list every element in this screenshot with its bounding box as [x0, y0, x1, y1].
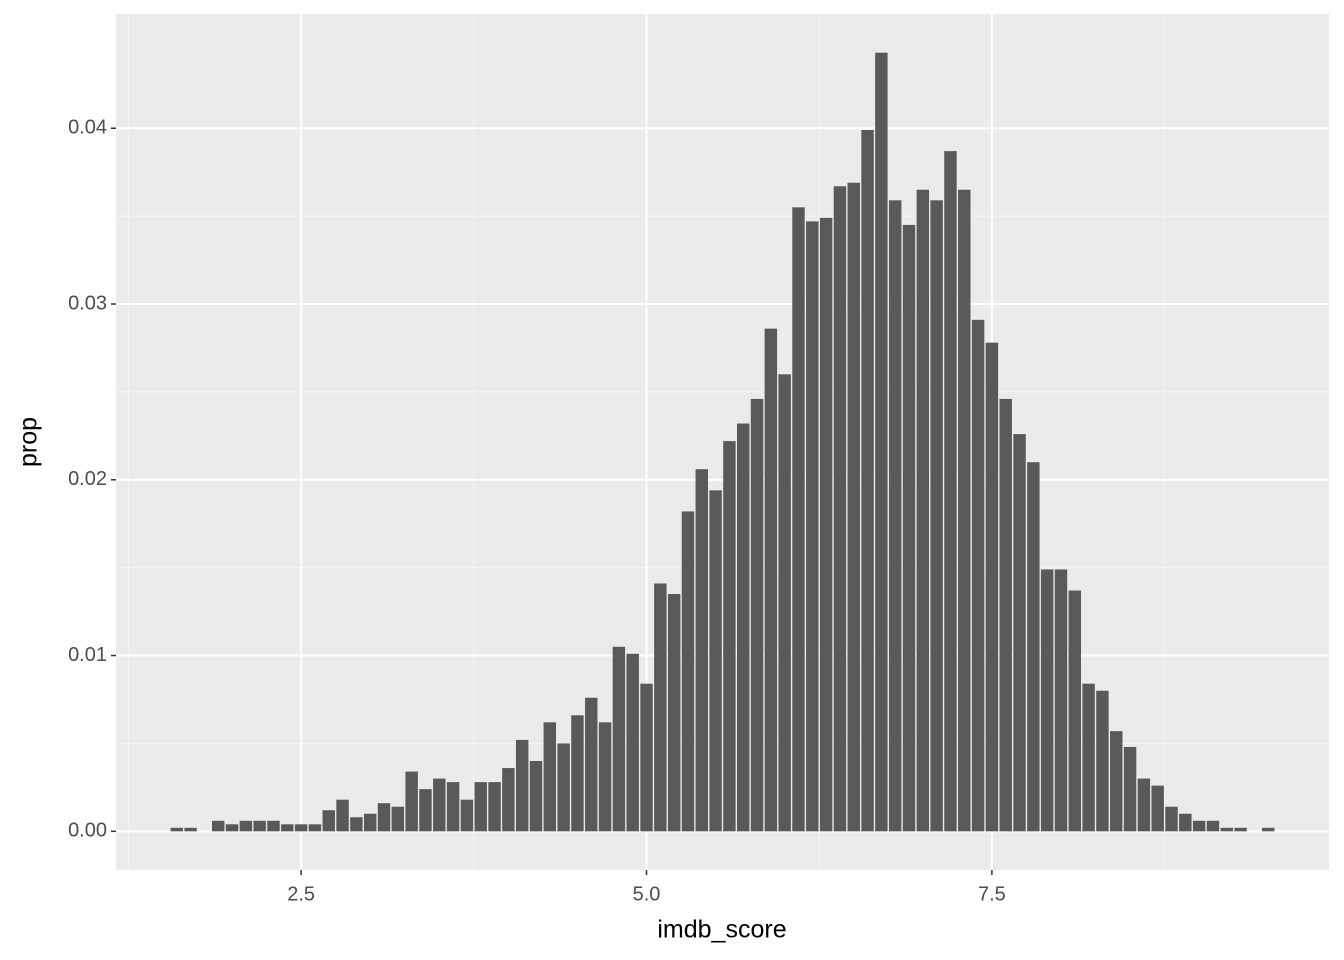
bar: [1151, 785, 1164, 832]
bar: [1110, 731, 1123, 832]
x-tick-label: 5.0: [633, 883, 661, 905]
bar: [930, 200, 943, 832]
bar: [792, 207, 805, 832]
bar: [1054, 569, 1068, 832]
bar: [1220, 827, 1233, 832]
bar: [1234, 827, 1247, 832]
bar: [405, 771, 418, 832]
bar: [667, 594, 681, 832]
bar: [1027, 462, 1040, 832]
x-axis-title: imdb_score: [657, 916, 786, 944]
bar: [640, 683, 653, 832]
bar: [902, 224, 916, 832]
y-tick-label: 0.01: [68, 644, 107, 666]
bar: [1261, 827, 1275, 832]
bar: [999, 398, 1012, 832]
bar: [847, 182, 860, 832]
bar: [875, 52, 888, 832]
bar: [502, 768, 515, 832]
bar: [1040, 569, 1054, 832]
bar: [253, 820, 266, 832]
bar: [391, 806, 405, 832]
y-tick-label: 0.00: [68, 820, 107, 842]
bar: [1165, 806, 1178, 832]
bar: [819, 217, 833, 832]
bar: [1096, 690, 1109, 832]
bar: [833, 186, 847, 832]
bar: [612, 646, 626, 832]
y-tick-label: 0.03: [68, 292, 107, 314]
bar: [225, 824, 239, 832]
bar: [764, 328, 778, 832]
x-tick-label: 2.5: [287, 883, 315, 905]
bar: [1206, 820, 1220, 832]
bar: [1068, 590, 1082, 832]
bar: [985, 342, 999, 832]
bar: [778, 374, 791, 832]
bar: [239, 820, 253, 832]
bar: [958, 189, 971, 832]
bar: [294, 824, 308, 832]
bar: [806, 221, 819, 832]
bar: [971, 319, 985, 832]
bar: [557, 743, 570, 832]
bar: [433, 778, 446, 832]
bar: [322, 810, 335, 832]
bar: [377, 803, 391, 832]
bar: [529, 761, 543, 832]
bar: [626, 653, 639, 832]
bar: [654, 583, 667, 832]
bar: [212, 820, 225, 832]
bar: [737, 423, 750, 832]
bar: [571, 715, 584, 832]
bar: [750, 398, 764, 832]
bar: [336, 799, 349, 832]
bar: [1137, 778, 1151, 832]
bar: [944, 151, 957, 832]
bar: [308, 824, 322, 832]
bar: [281, 824, 294, 832]
y-tick-label: 0.02: [68, 468, 107, 490]
bar: [460, 799, 474, 832]
y-axis-title: prop: [15, 417, 43, 467]
bar: [695, 469, 708, 832]
bar: [681, 511, 695, 832]
bar: [1179, 813, 1192, 832]
bar: [446, 782, 460, 832]
bar: [723, 441, 736, 832]
bar: [861, 130, 874, 832]
bar: [474, 782, 487, 832]
bar: [267, 820, 280, 832]
bar: [916, 189, 930, 832]
bar: [1123, 746, 1137, 832]
bar: [709, 490, 722, 832]
x-tick-label: 7.5: [978, 883, 1006, 905]
bar: [585, 697, 598, 832]
bar: [350, 817, 363, 832]
bar: [888, 200, 902, 832]
bar: [184, 827, 197, 832]
bar: [598, 722, 612, 832]
bar: [363, 813, 377, 832]
bar: [543, 722, 557, 832]
bar: [419, 789, 432, 832]
bar: [1082, 683, 1095, 832]
panel: [116, 14, 1329, 870]
bar: [170, 827, 184, 832]
bar: [1192, 820, 1206, 832]
bar: [1013, 434, 1026, 832]
bar: [515, 739, 529, 832]
bar: [488, 782, 501, 832]
y-tick-label: 0.04: [68, 117, 107, 139]
